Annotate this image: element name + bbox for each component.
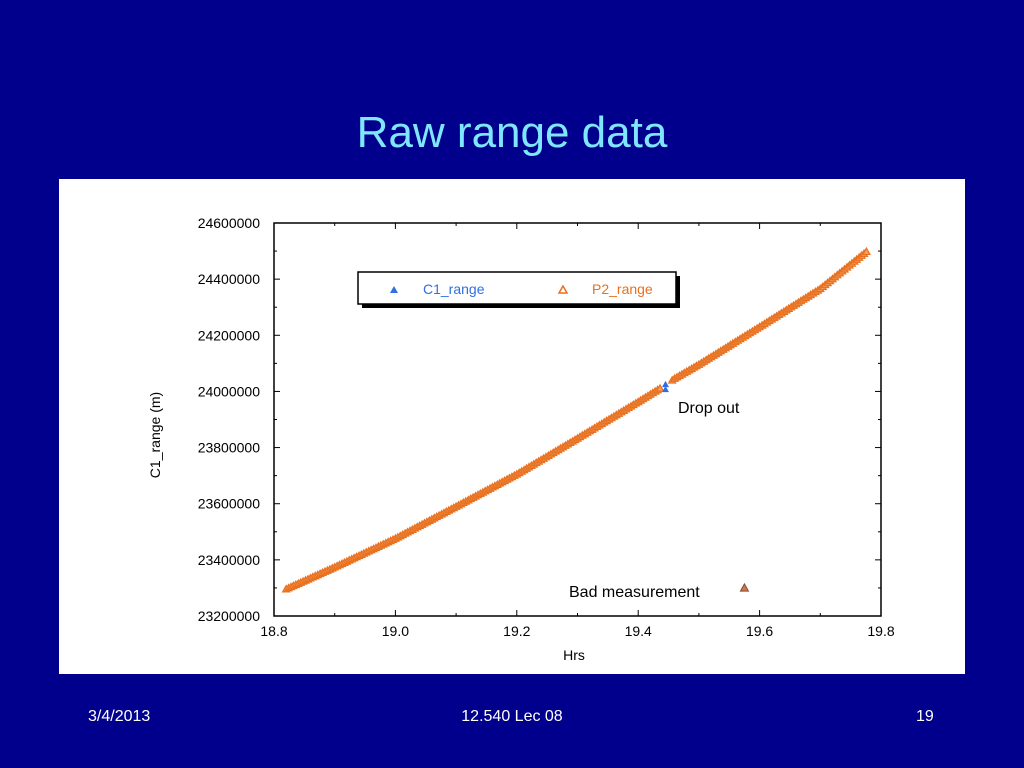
y-axis-label: C1_range (m) (147, 392, 163, 478)
chart-panel: 18.8 19.0 19.2 19.4 19.6 19.8 23200000 2340000… (59, 179, 965, 674)
x-tick-label: 18.8 (260, 623, 287, 639)
x-tick-label: 19.8 (867, 623, 894, 639)
y-axis-ticks: 23200000 23400000 23600000 23800000 24000000… (198, 215, 881, 624)
legend-p2-label: P2_range (592, 281, 653, 297)
c1-legend-marker (390, 286, 398, 293)
p2-legend-marker (557, 284, 569, 294)
bad-measurement-point (739, 582, 750, 592)
x-tick-label: 19.2 (503, 623, 530, 639)
bad-measurement-series (739, 582, 750, 592)
legend-c1-label: C1_range (423, 281, 485, 297)
c1-point (662, 385, 670, 393)
x-tick-label: 19.6 (746, 623, 773, 639)
p2-point (861, 246, 871, 256)
y-tick-label: 23800000 (198, 440, 261, 456)
annotation-bad-measurement: Bad measurement (569, 584, 700, 601)
footer-lecture: 12.540 Lec 08 (461, 708, 563, 725)
range-scatter-chart: 18.8 19.0 19.2 19.4 19.6 19.8 23200000 2340000… (147, 215, 895, 663)
series-layer (281, 246, 871, 593)
y-tick-label: 24400000 (198, 271, 261, 287)
y-tick-label: 23200000 (198, 608, 261, 624)
y-tick-label: 23600000 (198, 496, 261, 512)
y-tick-label: 24200000 (198, 327, 261, 343)
footer-page-number: 19 (916, 708, 934, 725)
y-tick-label: 24000000 (198, 383, 261, 399)
y-tick-label: 23400000 (198, 552, 261, 568)
slide-title: Raw range data (356, 108, 668, 157)
p2-point (655, 383, 665, 392)
annotation-drop-out: Drop out (678, 400, 740, 417)
legend-box: C1_range P2_range (357, 271, 680, 308)
x-tick-label: 19.4 (625, 623, 652, 639)
footer-date: 3/4/2013 (88, 708, 151, 725)
y-tick-label: 24600000 (198, 215, 261, 231)
c1-range-series (662, 380, 670, 393)
x-tick-label: 19.0 (382, 623, 409, 639)
p2-range-series (281, 246, 871, 593)
x-axis-label: Hrs (563, 647, 585, 663)
c1-point (662, 380, 670, 388)
x-axis-ticks: 18.8 19.0 19.2 19.4 19.6 19.8 (260, 223, 895, 639)
